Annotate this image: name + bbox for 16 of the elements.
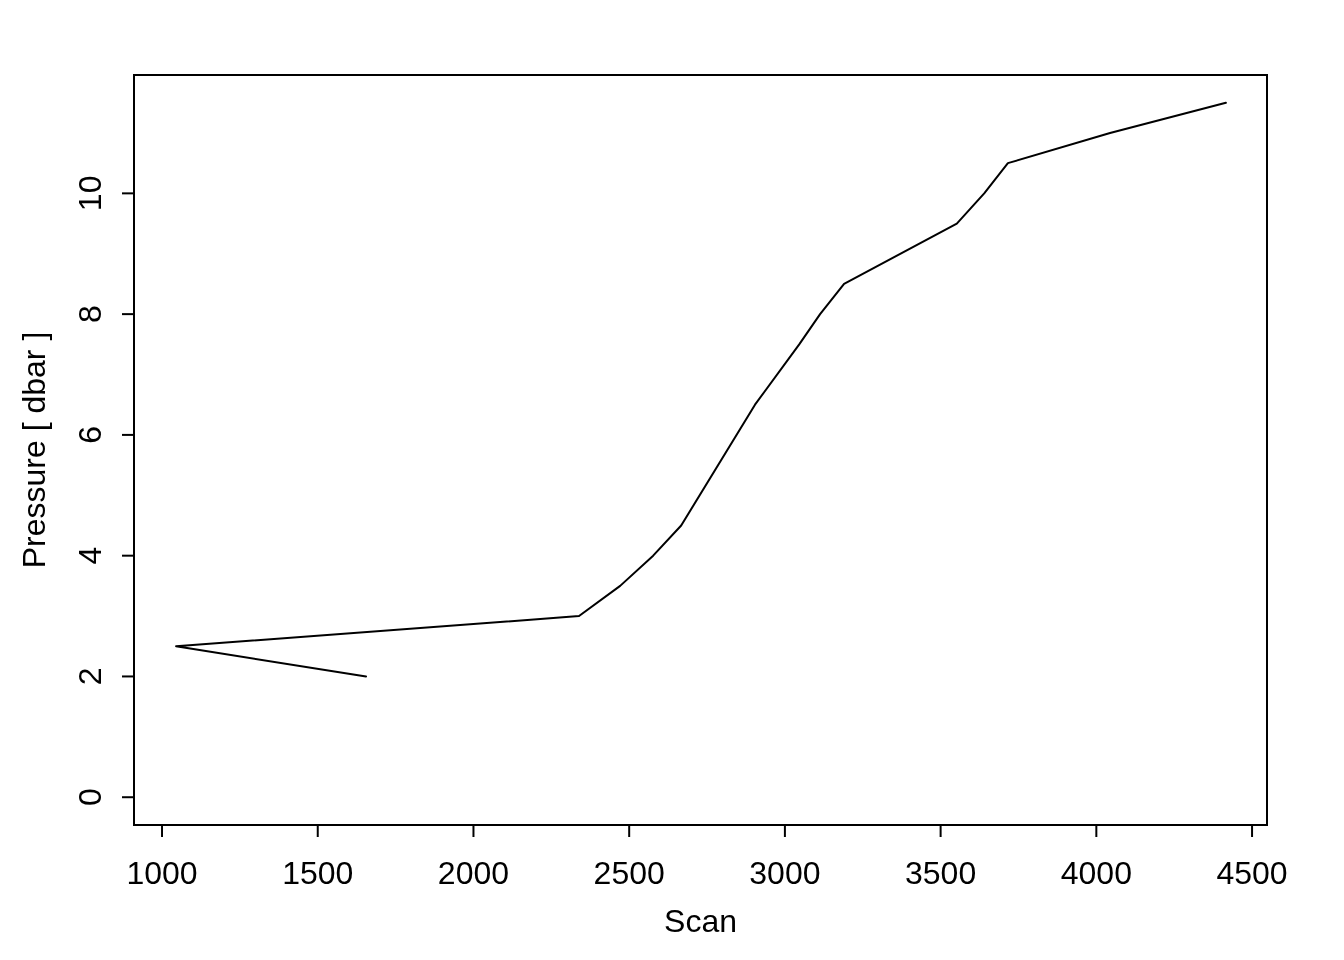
y-tick-label: 6 bbox=[72, 426, 108, 444]
x-axis-title: Scan bbox=[664, 903, 737, 939]
y-tick-label: 8 bbox=[72, 305, 108, 324]
x-tick-label: 2000 bbox=[437, 855, 510, 891]
y-tick-label: 4 bbox=[72, 546, 108, 565]
x-tick-label: 4500 bbox=[1216, 855, 1288, 891]
y-tick-label: 10 bbox=[72, 175, 108, 212]
y-tick-label: 2 bbox=[72, 667, 108, 686]
x-tick-label: 3500 bbox=[905, 855, 977, 891]
x-tick-label: 2500 bbox=[593, 855, 665, 891]
x-tick-label: 1000 bbox=[126, 855, 198, 891]
y-tick-label: 0 bbox=[72, 788, 108, 807]
x-tick-label: 3000 bbox=[749, 855, 821, 891]
y-axis-title: Pressure [ dbar ] bbox=[16, 331, 52, 569]
x-tick-label: 4000 bbox=[1060, 855, 1132, 891]
x-tick-label: 1500 bbox=[282, 855, 354, 891]
